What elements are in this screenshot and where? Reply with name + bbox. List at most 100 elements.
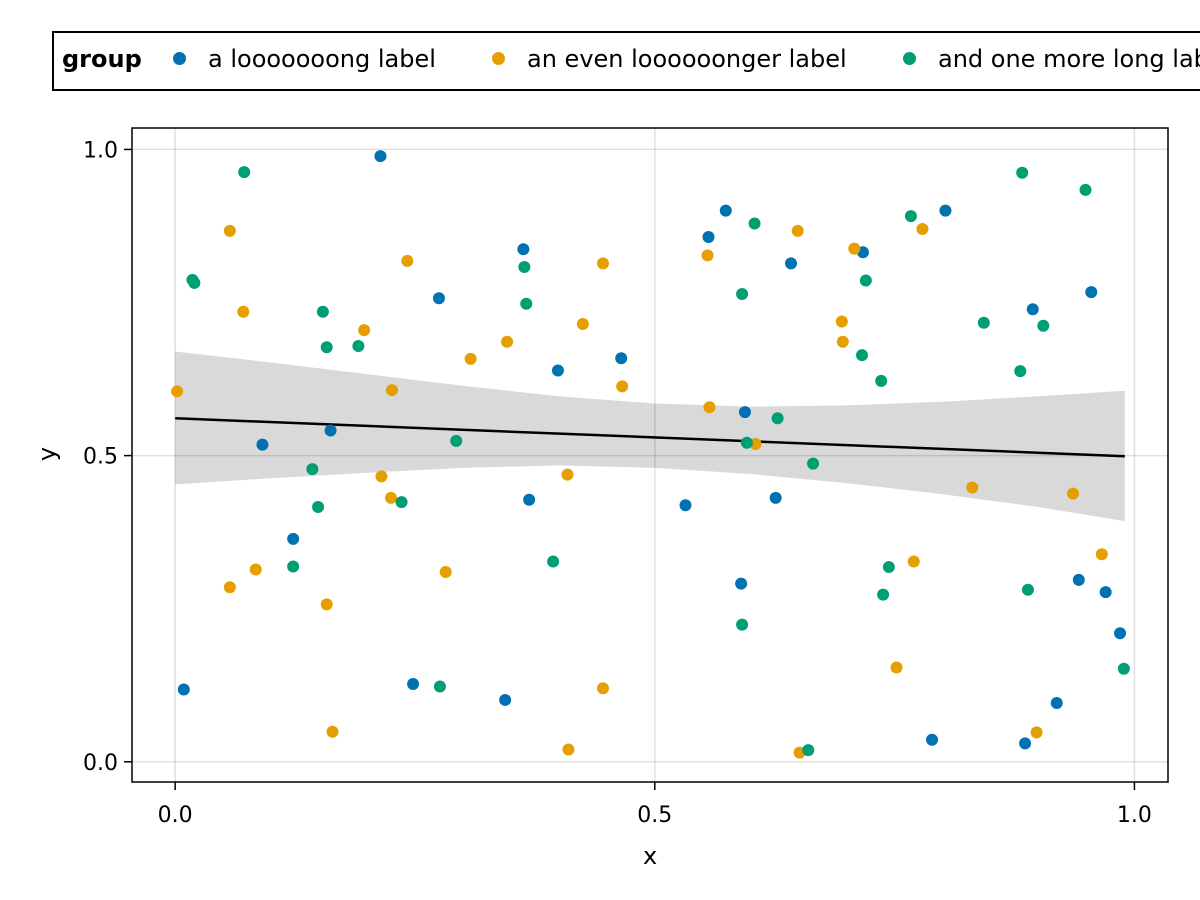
data-point-series-1 [551, 364, 564, 377]
data-point-series-3 [306, 463, 319, 476]
data-point-series-1 [1099, 586, 1112, 599]
data-point-series-1 [926, 733, 939, 746]
data-point-series-3 [875, 374, 888, 387]
points-layer [171, 150, 1130, 759]
data-point-series-3 [736, 618, 749, 631]
data-point-series-1 [177, 683, 190, 696]
data-point-series-2 [848, 242, 861, 255]
data-point-series-2 [501, 335, 514, 348]
data-point-series-2 [1030, 726, 1043, 739]
data-point-series-3 [771, 412, 784, 425]
legend [52, 31, 1200, 91]
data-point-series-1 [324, 424, 337, 437]
data-point-series-3 [1021, 583, 1034, 596]
data-point-series-1 [407, 678, 420, 691]
data-point-series-2 [576, 317, 589, 330]
data-point-series-1 [939, 204, 952, 217]
data-point-series-1 [374, 150, 387, 163]
legend-marker-icon [903, 51, 916, 65]
data-point-series-3 [904, 210, 917, 223]
legend-marker-icon [492, 51, 505, 65]
ticks-layer: 0.0 0.5 1.0 0.0 0.5 1.0 [83, 138, 1152, 828]
data-point-series-2 [596, 257, 609, 270]
data-point-series-2 [835, 315, 848, 328]
data-point-series-3 [1079, 183, 1092, 196]
data-point-series-2 [703, 401, 716, 414]
data-point-series-3 [859, 274, 872, 287]
fit-line-layer [175, 417, 1125, 458]
data-point-series-2 [401, 254, 414, 267]
data-point-series-1 [785, 257, 798, 270]
data-point-series-2 [907, 555, 920, 568]
data-point-series-2 [326, 725, 339, 738]
data-point-series-3 [740, 436, 753, 449]
x-tick-label: 0.5 [637, 803, 672, 828]
data-point-series-2 [249, 563, 262, 576]
fit-line [175, 417, 1125, 458]
data-point-series-2 [385, 384, 398, 397]
data-point-series-3 [520, 297, 533, 310]
data-point-series-1 [1050, 697, 1063, 710]
data-point-series-2 [171, 385, 184, 398]
data-point-series-2 [966, 481, 979, 494]
data-point-series-3 [320, 341, 333, 354]
data-point-series-2 [1095, 548, 1108, 561]
legend-clip: group a looooooong label an even loooooo… [52, 31, 1200, 91]
data-point-series-1 [738, 406, 751, 419]
data-point-series-1 [735, 577, 748, 590]
data-point-series-1 [256, 438, 269, 451]
legend-label: an even loooooonger label [527, 45, 847, 73]
data-point-series-3 [287, 560, 300, 573]
data-point-series-3 [395, 496, 408, 509]
data-point-series-2 [916, 223, 929, 236]
data-point-series-1 [1019, 737, 1032, 750]
y-tick-label: 1.0 [83, 138, 118, 163]
data-point-series-3 [238, 166, 251, 179]
data-point-series-1 [679, 499, 692, 512]
data-point-series-3 [748, 217, 761, 230]
data-point-series-2 [1067, 487, 1080, 500]
legend-entry-1[interactable]: a looooooong label [173, 45, 436, 73]
data-point-series-1 [517, 243, 530, 256]
legend-label: a looooooong label [208, 45, 436, 73]
data-point-series-2 [385, 491, 397, 504]
data-point-series-2 [562, 743, 575, 756]
data-point-series-1 [1114, 627, 1127, 640]
data-point-series-3 [1016, 166, 1029, 179]
data-point-series-1 [769, 491, 782, 504]
data-point-series-2 [464, 352, 477, 365]
data-point-series-1 [523, 493, 536, 506]
data-point-series-3 [1117, 662, 1130, 675]
data-point-series-2 [223, 224, 236, 237]
legend-entry-2[interactable]: an even loooooonger label [492, 45, 847, 73]
data-point-series-2 [439, 565, 452, 578]
data-point-series-3 [312, 501, 325, 514]
data-point-series-3 [433, 680, 446, 693]
data-point-series-3 [518, 261, 531, 274]
data-point-series-3 [1014, 365, 1027, 378]
data-point-series-2 [320, 598, 333, 611]
data-point-series-2 [561, 468, 574, 481]
y-tick-label: 0.5 [83, 445, 118, 470]
data-point-series-3 [450, 434, 463, 447]
data-point-series-2 [358, 324, 371, 337]
data-point-series-1 [1085, 286, 1098, 299]
data-point-series-2 [890, 661, 903, 674]
data-point-series-3 [736, 287, 749, 300]
data-point-series-2 [375, 470, 388, 483]
data-point-series-3 [352, 340, 365, 352]
data-point-series-3 [855, 349, 868, 362]
data-point-series-2 [791, 224, 804, 237]
data-point-series-3 [1037, 319, 1050, 332]
data-point-series-3 [547, 555, 560, 568]
data-point-series-1 [499, 693, 512, 706]
data-point-series-1 [1026, 303, 1039, 316]
data-point-series-2 [223, 581, 236, 594]
legend-entry-3[interactable]: and one more long label [903, 45, 1200, 73]
data-point-series-1 [1072, 573, 1085, 586]
data-point-series-1 [615, 352, 628, 365]
x-axis-label: x [643, 842, 658, 870]
legend-marker-icon [173, 51, 186, 65]
x-tick-label: 1.0 [1117, 803, 1152, 828]
